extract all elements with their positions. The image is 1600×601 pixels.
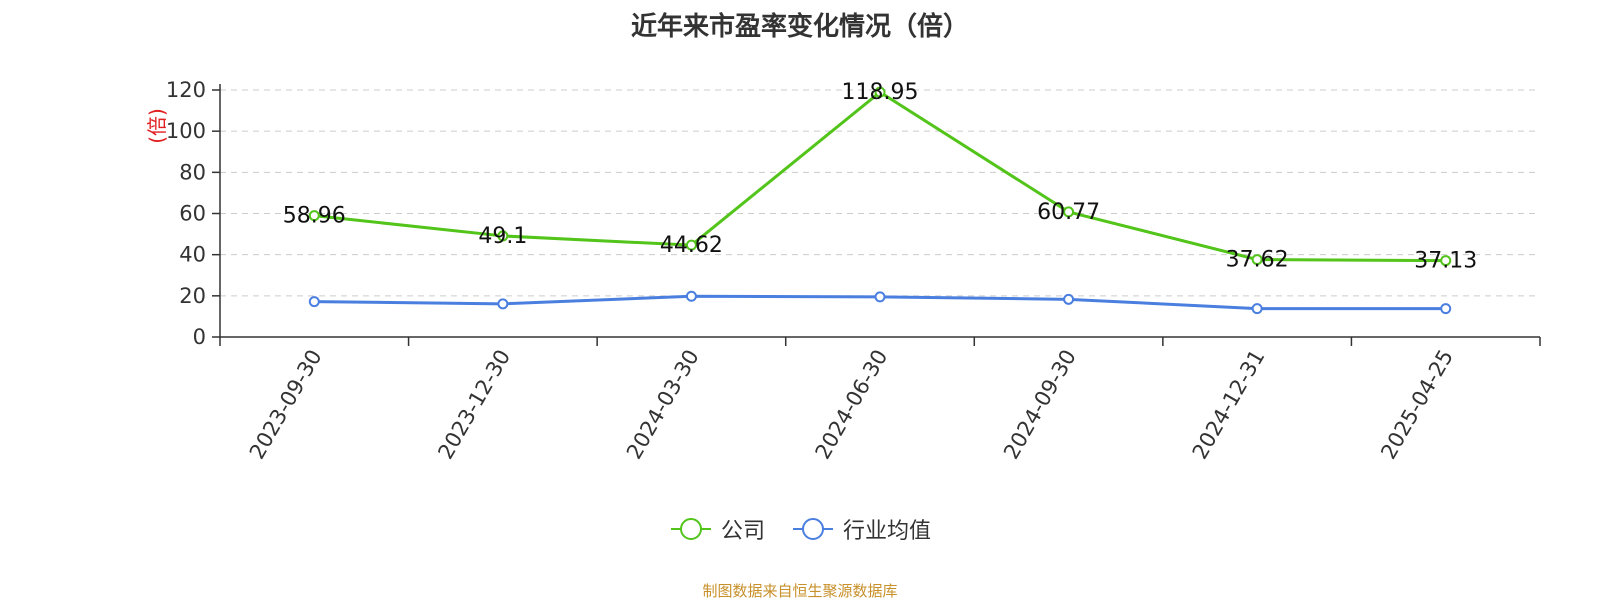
x-tick-label: 2024-12-31 bbox=[1188, 346, 1270, 464]
data-point bbox=[1063, 293, 1075, 305]
data-label: 60.77 bbox=[1037, 200, 1100, 225]
data-point bbox=[1440, 255, 1452, 267]
chart-title: 近年来市盈率变化情况（倍） bbox=[630, 12, 969, 42]
y-tick-label: 80 bbox=[179, 160, 206, 184]
legend-industry-label: 行业均值 bbox=[843, 519, 932, 544]
data-source-note: 制图数据来自恒生聚源数据库 bbox=[702, 582, 898, 600]
y-axis-label: (倍) bbox=[145, 108, 169, 144]
legend-company-marker-icon bbox=[670, 518, 711, 540]
data-point bbox=[1063, 206, 1075, 218]
series-lines bbox=[308, 86, 1452, 315]
legend: 公司 行业均值 bbox=[0, 512, 1600, 546]
data-point bbox=[685, 239, 697, 251]
x-tick-label: 2025-04-25 bbox=[1376, 346, 1458, 464]
legend-item-industry[interactable]: 行业均值 bbox=[791, 513, 931, 545]
data-point bbox=[497, 298, 509, 310]
x-tick-label: 2024-09-30 bbox=[999, 346, 1081, 464]
data-labels: 58.96 49.1 44.62 118.95 60.77 37.62 37.13 bbox=[283, 80, 1477, 273]
legend-item-company[interactable]: 公司 bbox=[669, 513, 765, 545]
data-label: 49.1 bbox=[478, 224, 527, 249]
y-tick-label: 20 bbox=[179, 284, 206, 308]
legend-industry-marker-icon bbox=[793, 518, 833, 540]
data-point bbox=[308, 296, 320, 308]
data-point bbox=[308, 210, 320, 222]
data-label: 37.13 bbox=[1414, 249, 1477, 274]
y-tick-label: 120 bbox=[166, 78, 206, 102]
x-tick-label: 2024-03-30 bbox=[622, 346, 704, 464]
data-label: 58.96 bbox=[283, 204, 346, 229]
data-point bbox=[497, 230, 509, 242]
axes: 0 20 40 60 80 100 120 (倍) 2023-09-30 2023-12-30 20… bbox=[145, 78, 1541, 464]
x-tick-label: 2023-09-30 bbox=[245, 346, 327, 464]
y-tick-label: 60 bbox=[179, 202, 206, 226]
y-tick-label: 40 bbox=[179, 243, 206, 267]
data-point bbox=[1440, 303, 1452, 315]
x-tick-label: 2024-06-30 bbox=[811, 346, 893, 464]
data-label: 44.62 bbox=[660, 233, 723, 258]
data-point bbox=[1251, 254, 1263, 266]
data-point bbox=[874, 291, 886, 303]
legend-company-label: 公司 bbox=[720, 519, 765, 544]
y-tick-label: 100 bbox=[166, 119, 206, 143]
data-label: 118.95 bbox=[842, 80, 919, 105]
data-point bbox=[685, 290, 697, 302]
y-tick-label: 0 bbox=[193, 325, 206, 349]
data-label: 37.62 bbox=[1226, 248, 1289, 273]
x-tick-label: 2023-12-30 bbox=[433, 346, 515, 464]
line-chart: 0 20 40 60 80 100 120 (倍) 2023-09-30 2023-12-30 20… bbox=[145, 78, 1541, 464]
data-point bbox=[874, 86, 886, 98]
data-point bbox=[1251, 303, 1263, 315]
grid-lines bbox=[220, 89, 1540, 297]
